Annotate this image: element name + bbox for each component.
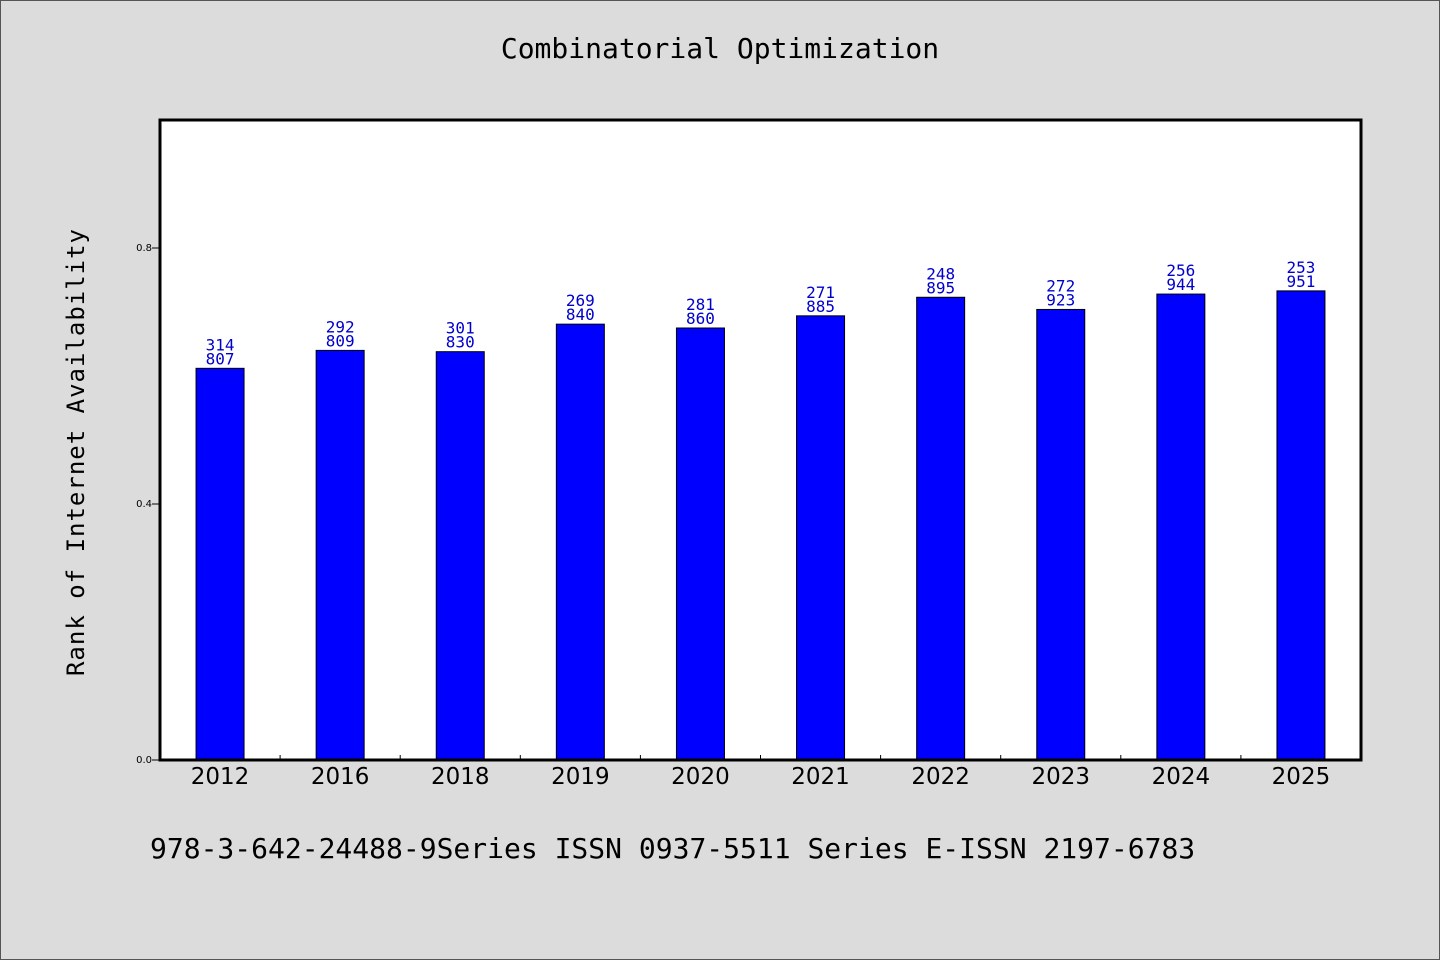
bar	[195, 367, 245, 761]
bar-data-label: 923	[1046, 290, 1075, 309]
bar	[1156, 293, 1206, 761]
y-tick-label: 0.4	[136, 499, 152, 510]
bars-group	[195, 290, 1326, 761]
x-tick-label: 2023	[1031, 764, 1090, 790]
x-tick-label: 2024	[1152, 764, 1211, 790]
bar	[1036, 308, 1086, 761]
bar-data-label: 885	[806, 297, 835, 316]
bar	[435, 351, 485, 761]
bar-data-label: 256	[1166, 261, 1195, 280]
bar-data-label: 271	[806, 283, 835, 302]
x-axis: 2012 2016 2018 2019 2020 2021 2022 2023 2024 2025	[191, 755, 1330, 790]
bar-data-label: 292	[326, 317, 355, 336]
bar-data-label: 301	[446, 319, 475, 338]
x-tick-label: 2019	[551, 764, 610, 790]
bar-data-label: 951	[1286, 272, 1315, 291]
bar	[675, 327, 725, 761]
x-tick-label: 2018	[431, 764, 490, 790]
x-tick-label: 2012	[191, 764, 250, 790]
x-tick-label: 2016	[311, 764, 370, 790]
bar-data-label: 860	[686, 309, 715, 328]
chart-title: Combinatorial Optimization	[500, 32, 940, 65]
bar-data-label: 269	[566, 291, 595, 310]
bar-data-label: 895	[926, 278, 955, 297]
bar-data-label: 253	[1286, 258, 1315, 277]
y-axis-label: Rank of Internet Availability	[62, 228, 90, 676]
bar	[555, 323, 605, 761]
footer-isbn-text: 978-3-642-24488-9Series ISSN 0937-5511 S…	[150, 832, 1196, 865]
bar	[1276, 290, 1326, 761]
bar-data-label: 830	[446, 333, 475, 352]
bar	[315, 349, 365, 761]
y-axis: 0.0 0.4 0.8	[136, 243, 160, 766]
y-tick-label: 0.8	[136, 243, 152, 254]
bar-data-label: 944	[1166, 275, 1195, 294]
bar-data-label: 314	[206, 335, 235, 354]
bar-data-label: 272	[1046, 276, 1075, 295]
x-tick-label: 2022	[911, 764, 970, 790]
bar	[916, 296, 966, 761]
x-tick-label: 2021	[791, 764, 850, 790]
bar-data-label: 807	[206, 349, 235, 368]
x-tick-label: 2020	[671, 764, 730, 790]
plot-border	[158, 118, 1363, 762]
bar-data-label: 281	[686, 295, 715, 314]
bar-data-label: 809	[326, 331, 355, 350]
bar-data-label: 840	[566, 305, 595, 324]
y-tick-label: 0.0	[136, 755, 152, 766]
bar-data-label: 248	[926, 264, 955, 283]
bar	[796, 315, 846, 761]
x-tick-label: 2025	[1272, 764, 1331, 790]
